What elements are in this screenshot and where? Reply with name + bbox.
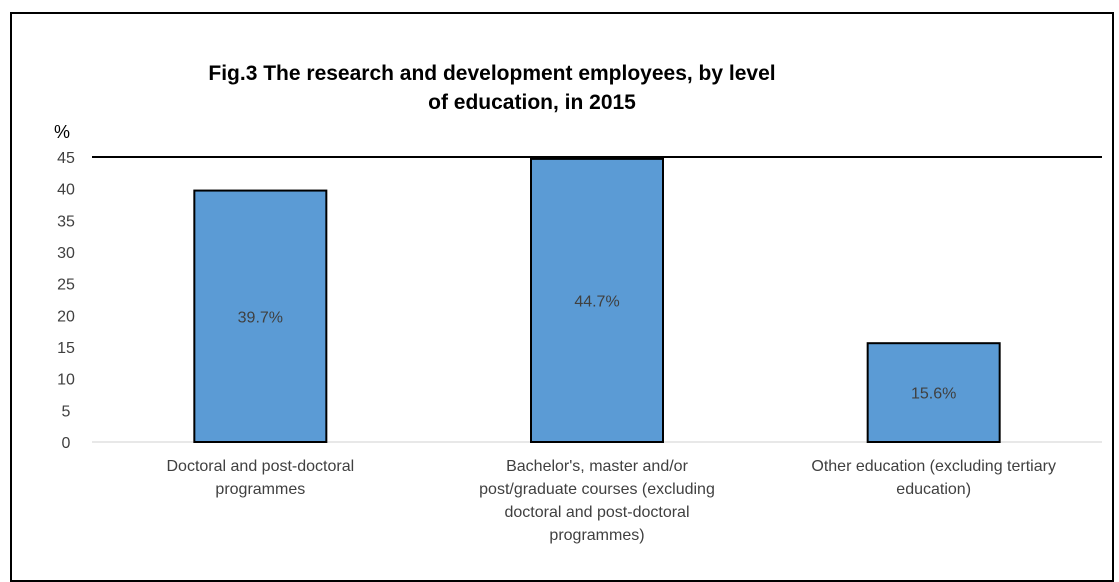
- data-label: 44.7%: [574, 293, 619, 310]
- y-tick-label: 20: [57, 308, 75, 325]
- category-label: doctoral and post-doctoral: [505, 504, 690, 521]
- y-tick-label: 0: [62, 435, 71, 452]
- y-tick-label: 5: [62, 403, 71, 420]
- bars: [193, 157, 1001, 444]
- y-axis-unit: %: [54, 122, 70, 142]
- category-label: programmes: [215, 481, 305, 498]
- y-tick-label: 35: [57, 213, 75, 230]
- bar: [530, 157, 664, 443]
- bar: [193, 189, 328, 443]
- category-label: education): [896, 481, 971, 498]
- data-label: 15.6%: [911, 386, 956, 403]
- category-label: post/graduate courses (excluding: [479, 481, 715, 498]
- category-label: programmes): [549, 527, 644, 544]
- data-label: 39.7%: [238, 309, 283, 326]
- y-axis-ticks: 0 5 10 15 20 25 30 35 40 45: [57, 150, 75, 452]
- y-tick-label: 30: [57, 245, 75, 262]
- category-labels: Doctoral and post-doctoral programmes Bach…: [167, 458, 1056, 544]
- chart-title-line-2: of education, in 2015: [428, 91, 636, 114]
- y-tick-label: 45: [57, 150, 75, 167]
- category-label: Bachelor's, master and/or: [506, 458, 688, 475]
- chart-title-line-1: Fig.3 The research and development emplo…: [208, 62, 775, 85]
- y-tick-label: 15: [57, 340, 75, 357]
- y-tick-label: 40: [57, 182, 75, 199]
- y-tick-label: 25: [57, 277, 75, 294]
- category-label: Other education (excluding tertiary: [811, 458, 1056, 475]
- data-labels: 39.7% 44.7% 15.6%: [238, 293, 957, 402]
- bar: [866, 342, 1001, 444]
- category-label: Doctoral and post-doctoral: [167, 458, 355, 475]
- chart-title: Fig.3 The research and development emplo…: [208, 62, 775, 114]
- y-tick-label: 10: [57, 372, 75, 389]
